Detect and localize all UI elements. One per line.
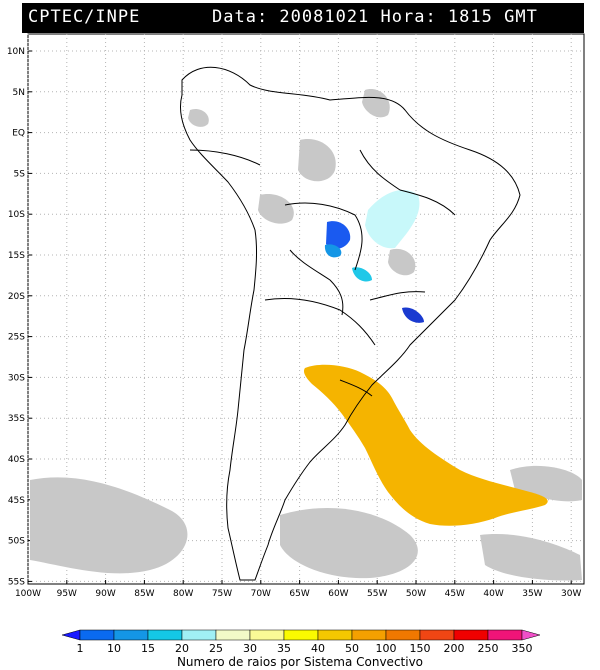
cloud-patch-west-ocean [188, 108, 209, 127]
border-brazil-west [284, 202, 363, 271]
colorbar-title: Numero de raios por Sistema Convectivo [176, 655, 424, 669]
country-borders [179, 66, 521, 581]
cloud-patch-amazon-1 [298, 139, 336, 182]
longitude-label: 50W [406, 589, 426, 599]
colorbar-tick-labels: 1 10 15 20 25 30 35 40 50 100 150 200 250 350 [77, 642, 533, 655]
colorbar-segment [453, 629, 489, 641]
cell-mato-grosso [326, 221, 351, 249]
convective-region-light [365, 190, 420, 249]
longitude-label: 35W [522, 589, 542, 599]
cloud-patch-central [388, 248, 416, 276]
latitude-label: 20S [8, 292, 25, 302]
cell-paraguay [352, 267, 372, 282]
longitude-label: 55W [367, 589, 387, 599]
longitude-label: 60W [328, 589, 348, 599]
header-source: CPTEC/INPE [28, 7, 141, 27]
latitude-label: EQ [12, 129, 25, 139]
longitude-label: 80W [173, 589, 193, 599]
colorbar-segment [181, 629, 217, 641]
colorbar-segment [215, 629, 251, 641]
longitude-labels: 100W 95W 90W 85W 80W 75W 70W 65W 60W 55W 50W 45W 40W… [15, 589, 582, 599]
colorbar-tick-label: 25 [209, 642, 223, 655]
latitude-label: 10N [7, 47, 25, 57]
cell-mato-grosso-south [324, 244, 342, 258]
colorbar-segment [487, 629, 523, 641]
longitude-label: 90W [95, 589, 115, 599]
colorbar-segment [283, 629, 319, 641]
longitude-label: 45W [445, 589, 465, 599]
cloud-patch-amazon-2 [258, 194, 294, 224]
latitude-label: 15S [8, 251, 25, 261]
colorbar-segment [317, 629, 353, 641]
cloud-cover [30, 89, 582, 581]
longitude-label: 65W [289, 589, 309, 599]
colorbar-segment [419, 629, 455, 641]
cloud-patch-patagonia-sea [280, 507, 418, 579]
border-argentina-north [264, 297, 376, 346]
latitude-label: 45S [8, 496, 25, 506]
colorbar-tick-label: 350 [512, 642, 533, 655]
border-uruguay [339, 379, 373, 397]
colorbar-segment [385, 629, 421, 641]
colorbar-segment [113, 629, 149, 641]
colorbar-tick-label: 15 [141, 642, 155, 655]
colorbar-tick-label: 20 [175, 642, 189, 655]
header-date-time: Data: 20081021 Hora: 1815 GMT [212, 7, 538, 27]
colorbar-tick-label: 100 [376, 642, 397, 655]
border-bolivia [289, 249, 344, 316]
convective-system-orange [303, 364, 548, 526]
colorbar-tick-label: 200 [444, 642, 465, 655]
colorbar-tick-label: 30 [243, 642, 257, 655]
colorbar-segment [351, 629, 387, 641]
cloud-patch-sea-east [480, 534, 582, 581]
cloud-patch-south-atlantic [30, 477, 188, 574]
colorbar-segment [79, 629, 115, 641]
longitude-label: 100W [15, 589, 41, 599]
colorbar-low-arrow [61, 629, 81, 641]
convective-cells-blue [324, 221, 424, 323]
longitude-label: 95W [57, 589, 77, 599]
colorbar-segment [249, 629, 285, 641]
colorbar-high-arrow [521, 629, 541, 641]
latitude-label: 10S [8, 210, 25, 220]
map-header: CPTEC/INPE Data: 20081021 Hora: 1815 GMT [22, 3, 584, 33]
latitude-label: 35S [8, 414, 25, 424]
latitude-label: 40S [8, 455, 25, 465]
latitude-label: 30S [8, 373, 25, 383]
longitude-label: 75W [212, 589, 232, 599]
colorbar-tick-label: 10 [107, 642, 121, 655]
latitude-label: 25S [8, 333, 25, 343]
colorbar-segment [147, 629, 183, 641]
latitude-label: 5N [13, 88, 25, 98]
south-america-coastline [179, 66, 521, 581]
longitude-label: 70W [251, 589, 271, 599]
colorbar-tick-label: 35 [277, 642, 291, 655]
border-brazil-states [359, 149, 456, 301]
latitude-label: 50S [8, 537, 25, 547]
longitude-label: 40W [483, 589, 503, 599]
border-peru-ecuador [189, 149, 261, 166]
colorbar-tick-label: 1 [77, 642, 84, 655]
latitude-label: 5S [14, 169, 26, 179]
colorbar-tick-label: 250 [478, 642, 499, 655]
cell-sao-paulo [402, 307, 424, 323]
colorbar-tick-label: 40 [311, 642, 325, 655]
colorbar [61, 629, 541, 641]
latitude-label: 55S [8, 577, 25, 587]
latitude-labels: 10N 5N EQ 5S 10S 15S 20S 25S 30S 35S 40S 45S 50S 55S [7, 47, 25, 587]
longitude-label: 85W [134, 589, 154, 599]
colorbar-tick-label: 50 [345, 642, 359, 655]
colorbar-tick-label: 150 [410, 642, 431, 655]
cloud-patch-north [362, 89, 390, 118]
longitude-label: 30W [561, 589, 581, 599]
